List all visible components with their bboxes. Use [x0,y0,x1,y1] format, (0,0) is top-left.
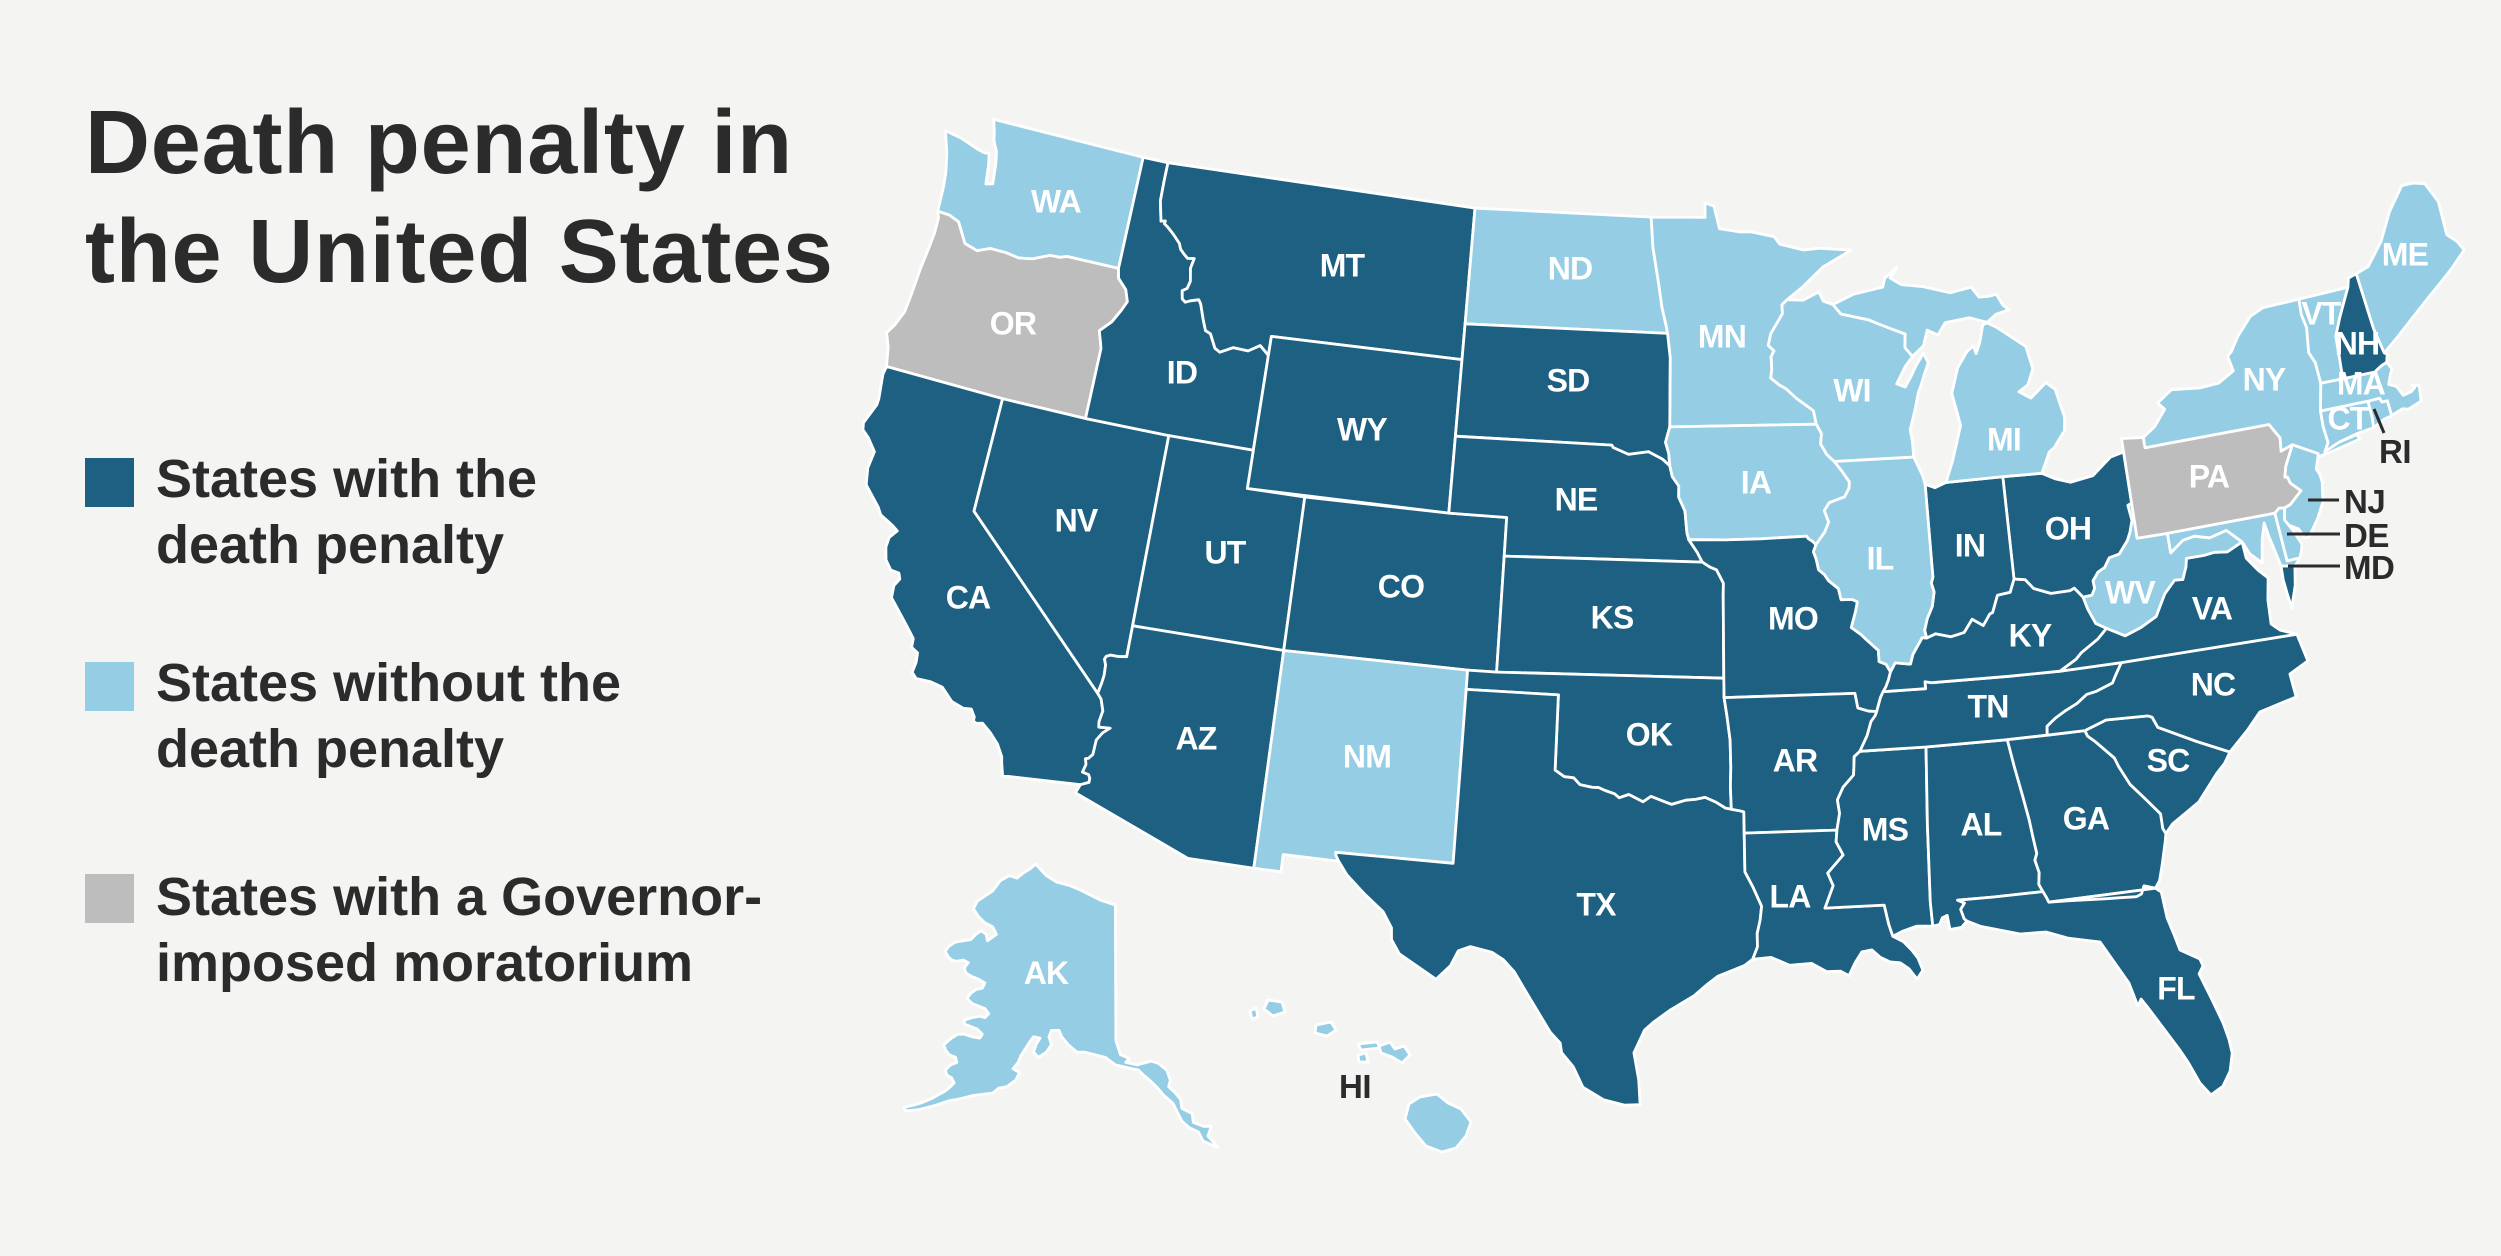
svg-text:WV: WV [2105,575,2156,611]
svg-text:DE: DE [2344,517,2389,554]
svg-text:WI: WI [1833,373,1871,409]
svg-text:NM: NM [1343,739,1391,775]
svg-text:TX: TX [1576,887,1617,923]
svg-text:MI: MI [1987,422,2021,458]
svg-text:death penalty: death penalty [156,515,504,575]
svg-text:IL: IL [1867,541,1894,577]
svg-text:NY: NY [2243,362,2286,398]
svg-text:States with the: States with the [156,449,537,509]
svg-text:UT: UT [1204,535,1246,571]
svg-text:VA: VA [2192,591,2233,627]
svg-text:FL: FL [2157,971,2195,1007]
svg-text:IN: IN [1955,528,1985,564]
svg-text:ME: ME [2382,237,2429,273]
svg-text:MO: MO [1768,601,1818,637]
svg-text:imposed moratorium: imposed moratorium [156,933,693,993]
svg-text:Death penalty in: Death penalty in [85,93,793,193]
svg-text:NC: NC [2191,667,2236,703]
svg-text:TN: TN [1967,689,2008,725]
svg-text:States with a Governor-: States with a Governor- [156,867,762,927]
svg-text:IA: IA [1741,465,1772,501]
svg-text:VT: VT [2301,296,2342,332]
svg-text:SD: SD [1547,363,1590,399]
svg-text:KS: KS [1591,600,1634,636]
svg-text:AZ: AZ [1175,721,1216,757]
svg-text:MD: MD [2344,549,2394,586]
svg-text:States without the: States without the [156,653,621,713]
svg-text:NH: NH [2335,326,2380,362]
svg-text:MT: MT [1320,248,1366,284]
svg-text:WA: WA [1031,184,1082,220]
svg-text:ID: ID [1167,355,1197,391]
svg-text:GA: GA [2063,801,2110,837]
svg-text:AR: AR [1773,743,1818,779]
svg-text:MA: MA [2337,366,2386,402]
svg-text:NV: NV [1055,503,1099,539]
svg-text:the United States: the United States [85,202,834,302]
svg-text:HI: HI [1339,1068,1371,1105]
svg-text:WY: WY [1337,412,1387,448]
svg-text:CT: CT [2327,401,2369,437]
svg-text:death penalty: death penalty [156,719,504,779]
svg-text:ND: ND [1548,251,1593,287]
svg-text:MN: MN [1698,319,1746,355]
svg-text:SC: SC [2147,743,2191,779]
svg-text:OR: OR [990,306,1037,342]
svg-text:CA: CA [946,580,991,616]
svg-text:AK: AK [1024,955,1069,991]
svg-text:RI: RI [2379,433,2411,470]
svg-text:KY: KY [2009,618,2052,654]
svg-text:MS: MS [1862,812,1909,848]
svg-text:OH: OH [2045,511,2091,547]
svg-text:NE: NE [1555,482,1598,518]
svg-text:CO: CO [1378,569,1424,605]
svg-text:NJ: NJ [2344,483,2385,520]
svg-text:PA: PA [2189,459,2230,495]
svg-text:OK: OK [1626,717,1673,753]
svg-text:AL: AL [1960,807,2001,843]
svg-text:LA: LA [1769,879,1811,915]
